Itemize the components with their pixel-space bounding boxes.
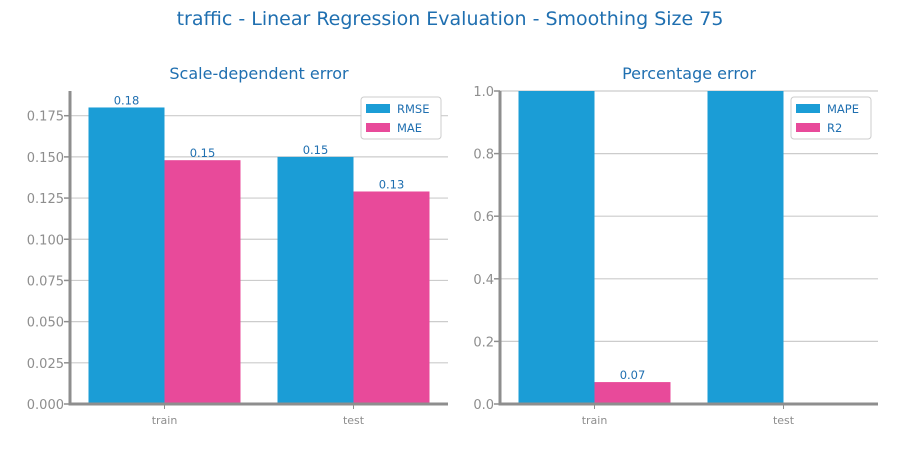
panel-percentage-error: Percentage error 0.0 0.2 0.4 0.6 0.8 1.0 0.07 tr…	[473, 64, 878, 427]
bar-r2-train	[594, 382, 671, 404]
legend-label: RMSE	[397, 102, 429, 116]
x-tick-label: test	[773, 414, 795, 427]
y-tick-label: 0.025	[27, 357, 64, 372]
legend: MAPE R2	[790, 96, 872, 140]
y-tick-label: 1.0	[473, 85, 494, 100]
legend-label: MAPE	[827, 102, 859, 116]
y-tick-label: 0.8	[473, 148, 494, 163]
bar-mae-test	[353, 191, 430, 404]
bar-mae-train	[164, 160, 241, 404]
bar-mape-train	[518, 91, 595, 404]
y-tick-label: 0.150	[27, 151, 64, 166]
panel-title: Percentage error	[622, 64, 756, 83]
data-label: 0.07	[620, 368, 646, 382]
figure-title: traffic - Linear Regression Evaluation -…	[177, 8, 724, 30]
legend-swatch	[366, 123, 390, 132]
y-tick-label: 0.100	[27, 233, 64, 248]
y-tick-label: 0.175	[27, 110, 64, 125]
y-tick-label: 0.125	[27, 192, 64, 207]
legend-label: R2	[827, 121, 842, 135]
panel-title: Scale-dependent error	[169, 64, 349, 83]
bar-rmse-train	[88, 107, 165, 404]
legend-swatch	[366, 104, 390, 113]
legend-swatch	[796, 104, 820, 113]
bar-mape-test	[707, 91, 784, 404]
panel-scale-dependent-error: Scale-dependent error 0.000 0.025 0.050 0.07…	[27, 64, 448, 427]
legend-label: MAE	[397, 121, 422, 135]
data-label: 0.13	[379, 177, 405, 191]
data-label: 0.15	[303, 143, 329, 157]
y-tick-label: 0.0	[473, 398, 494, 413]
y-tick-label: 0.2	[473, 335, 494, 350]
y-tick-label: 0.050	[27, 316, 64, 331]
y-tick-label: 0.4	[473, 273, 494, 288]
data-label: 0.18	[114, 93, 140, 107]
legend: RMSE MAE	[360, 96, 442, 140]
bar-rmse-test	[277, 156, 354, 404]
data-label: 0.15	[190, 146, 216, 160]
y-tick-label: 0.075	[27, 274, 64, 289]
y-tick-label: 0.6	[473, 210, 494, 225]
legend-swatch	[796, 123, 820, 132]
y-tick-label: 0.000	[27, 398, 64, 413]
x-tick-label: train	[152, 414, 178, 427]
x-tick-label: test	[343, 414, 365, 427]
x-tick-label: train	[582, 414, 608, 427]
